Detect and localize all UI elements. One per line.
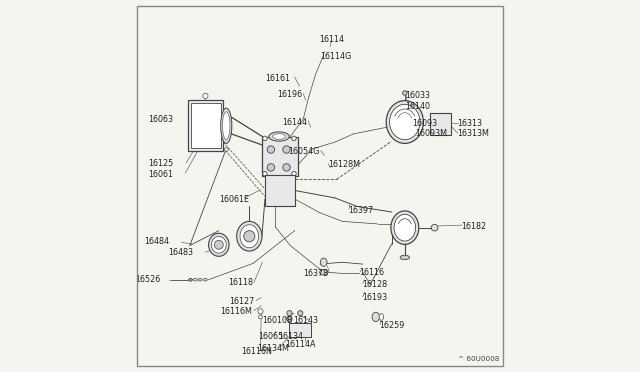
Ellipse shape xyxy=(204,278,207,281)
Text: 16313: 16313 xyxy=(458,119,483,128)
Circle shape xyxy=(262,171,267,176)
Text: 16484: 16484 xyxy=(145,237,170,246)
Text: 16065: 16065 xyxy=(259,332,284,341)
Text: 16128M: 16128M xyxy=(328,160,360,169)
Text: 16196: 16196 xyxy=(277,90,302,99)
Text: 16193: 16193 xyxy=(362,293,387,302)
Circle shape xyxy=(283,146,291,153)
Bar xyxy=(188,100,223,151)
Text: 16128: 16128 xyxy=(362,280,387,289)
Text: 16063: 16063 xyxy=(148,115,173,124)
Ellipse shape xyxy=(223,112,230,140)
Ellipse shape xyxy=(269,132,289,141)
Bar xyxy=(265,175,294,206)
Text: 16127: 16127 xyxy=(230,297,255,306)
Ellipse shape xyxy=(386,101,424,143)
Text: 16143: 16143 xyxy=(293,316,318,325)
Circle shape xyxy=(287,311,292,316)
Ellipse shape xyxy=(240,225,259,248)
Text: 16033: 16033 xyxy=(405,92,430,100)
Text: 16010B: 16010B xyxy=(262,316,292,325)
Text: ^ 60U0008: ^ 60U0008 xyxy=(458,356,499,362)
Text: 16313M: 16313M xyxy=(458,129,490,138)
Text: 16093M: 16093M xyxy=(415,129,447,138)
Text: 16061: 16061 xyxy=(148,170,173,179)
Text: 16134: 16134 xyxy=(278,332,303,341)
Circle shape xyxy=(267,146,275,153)
Circle shape xyxy=(292,136,296,141)
Ellipse shape xyxy=(198,278,202,281)
Text: 16116: 16116 xyxy=(359,268,384,277)
Text: 16134M: 16134M xyxy=(257,344,289,353)
Bar xyxy=(429,113,451,135)
Text: 16140: 16140 xyxy=(405,102,430,110)
Ellipse shape xyxy=(189,278,193,281)
Ellipse shape xyxy=(273,134,285,140)
Text: 16182: 16182 xyxy=(461,222,486,231)
Text: 16259: 16259 xyxy=(379,321,404,330)
Text: 16397: 16397 xyxy=(348,206,373,215)
Circle shape xyxy=(262,136,267,141)
Ellipse shape xyxy=(400,255,410,260)
Text: 16161: 16161 xyxy=(265,74,291,83)
Text: 16116M: 16116M xyxy=(220,307,252,316)
Circle shape xyxy=(403,91,407,95)
Text: 16483: 16483 xyxy=(168,248,193,257)
Text: 16118: 16118 xyxy=(228,278,253,287)
Text: 16114G: 16114G xyxy=(320,52,351,61)
Circle shape xyxy=(283,164,291,171)
Ellipse shape xyxy=(211,237,227,253)
Text: 16093: 16093 xyxy=(412,119,437,128)
Bar xyxy=(289,323,311,337)
Bar xyxy=(191,103,221,148)
Ellipse shape xyxy=(391,211,419,244)
Text: 16114A: 16114A xyxy=(285,340,316,349)
Text: 16144: 16144 xyxy=(282,118,307,126)
Ellipse shape xyxy=(321,258,327,266)
Circle shape xyxy=(244,231,255,242)
Text: 16061E: 16061E xyxy=(220,195,250,203)
Text: 16378: 16378 xyxy=(303,269,328,278)
Text: 16114: 16114 xyxy=(319,35,344,44)
Ellipse shape xyxy=(237,221,262,251)
Circle shape xyxy=(258,309,263,314)
Ellipse shape xyxy=(221,108,232,143)
Circle shape xyxy=(267,164,275,171)
Text: 16054G: 16054G xyxy=(289,147,320,156)
Circle shape xyxy=(287,316,292,321)
Ellipse shape xyxy=(379,314,383,320)
Circle shape xyxy=(292,171,296,176)
Ellipse shape xyxy=(193,278,197,281)
Ellipse shape xyxy=(394,214,415,241)
Ellipse shape xyxy=(390,104,420,140)
Circle shape xyxy=(189,278,192,281)
Bar xyxy=(262,137,298,176)
Text: 16116N: 16116N xyxy=(241,347,272,356)
Circle shape xyxy=(214,240,223,249)
Circle shape xyxy=(203,93,208,99)
Circle shape xyxy=(259,315,262,319)
Circle shape xyxy=(298,311,303,316)
Text: 16526: 16526 xyxy=(135,275,160,284)
Ellipse shape xyxy=(372,312,380,321)
Ellipse shape xyxy=(431,224,438,231)
Ellipse shape xyxy=(319,269,328,275)
Text: 16125: 16125 xyxy=(148,159,173,168)
Ellipse shape xyxy=(209,233,229,256)
Circle shape xyxy=(225,148,228,151)
